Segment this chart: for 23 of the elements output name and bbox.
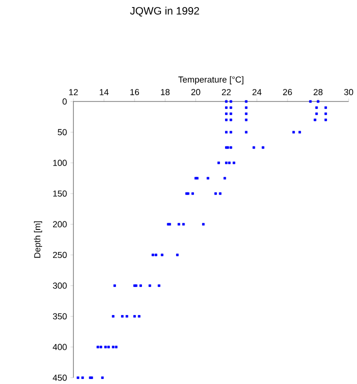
x-tick-label: 30: [344, 89, 354, 96]
y-tick-label: 50: [58, 129, 67, 136]
y-tick-label: 0: [62, 98, 67, 105]
x-tick-label: 16: [130, 89, 140, 96]
x-tick-label: 26: [283, 89, 292, 96]
x-axis-title: Temperature [°C]: [178, 76, 244, 84]
y-axis-title: Depth [m]: [34, 221, 42, 258]
chart-title: JQWG in 1992: [130, 6, 200, 16]
y-tick-label: 400: [52, 344, 67, 350]
x-tick-label: 18: [161, 89, 170, 96]
x-tick-label: 22: [222, 89, 231, 96]
x-tick-label: 20: [191, 89, 200, 96]
y-tick-label: 300: [53, 282, 67, 289]
y-tick-label: 150: [53, 190, 67, 197]
x-tick-label: 28: [314, 89, 323, 96]
x-tick-label: 24: [252, 89, 262, 96]
y-tick-label: 250: [53, 252, 67, 258]
y-tick-label: 450: [52, 374, 67, 381]
x-tick-label: 14: [100, 89, 109, 96]
x-tick-label: 12: [69, 89, 78, 96]
y-tick-label: 350: [53, 313, 67, 320]
y-tick-label: 100: [53, 160, 67, 166]
y-tick-label: 200: [53, 221, 67, 228]
